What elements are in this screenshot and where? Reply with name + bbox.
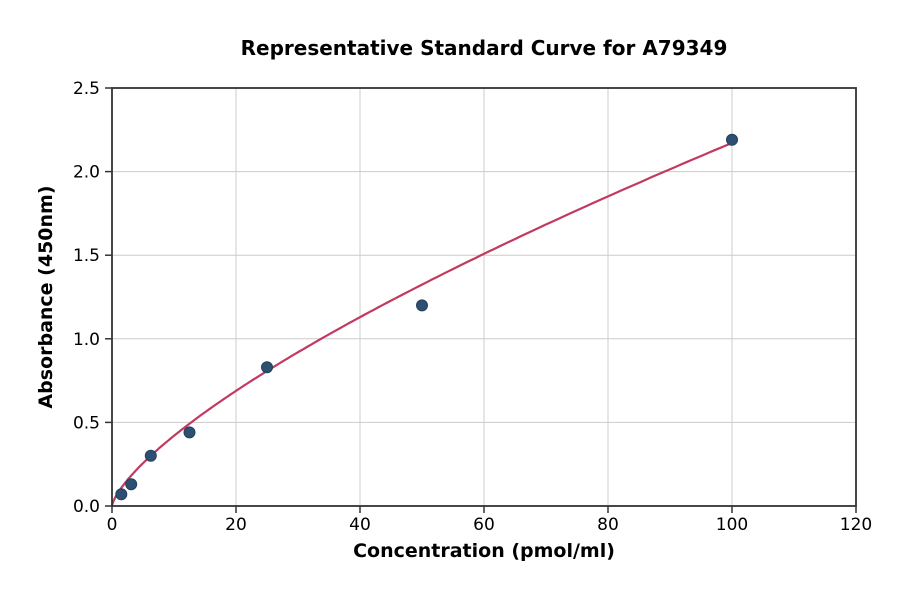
fit-line: [110, 141, 734, 508]
x-tick-label: 80: [597, 515, 619, 535]
data-point: [115, 488, 128, 501]
x-tick-label: 40: [349, 515, 371, 535]
y-tick-label: 2.5: [73, 79, 100, 99]
data-point: [261, 361, 273, 374]
y-tick-label: 1.5: [73, 246, 100, 266]
x-tick-label: 60: [473, 515, 495, 535]
y-tick-label: 2.0: [73, 163, 100, 183]
x-tick-label: 100: [716, 515, 748, 535]
x-tick-label: 20: [225, 515, 247, 535]
y-tick-label: 0.5: [73, 413, 100, 433]
data-point: [144, 449, 157, 462]
x-tick-label: 120: [840, 515, 872, 535]
x-axis-label: Concentration (pmol/ml): [353, 540, 615, 562]
y-tick-label: 1.0: [73, 330, 100, 350]
chart-title: Representative Standard Curve for A79349: [240, 36, 728, 60]
data-point: [726, 133, 738, 146]
data-point: [125, 478, 138, 491]
data-point: [416, 299, 428, 312]
data-point: [183, 426, 196, 439]
y-tick-label: 0.0: [73, 497, 100, 517]
x-tick-label: 0: [107, 515, 118, 535]
